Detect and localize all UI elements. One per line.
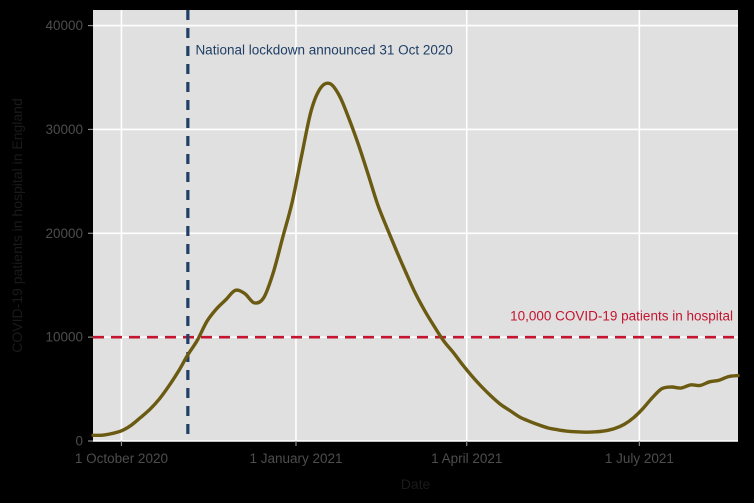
y-tick-label: 40000 — [45, 18, 83, 33]
plot-panel-background — [93, 10, 738, 441]
gridlines — [93, 10, 738, 442]
hospital-patients-line — [91, 81, 740, 438]
y-tick-label: 10000 — [45, 330, 83, 345]
y-tick-label: 0 — [75, 434, 83, 449]
threshold-annotation-label: 10,000 COVID-19 patients in hospital — [510, 309, 733, 324]
y-tick-label: 30000 — [45, 122, 83, 137]
x-tick-label: 1 July 2021 — [605, 451, 674, 466]
y-axis-title: COVID-19 patients in hospital in England — [9, 98, 25, 352]
x-tick-label: 1 April 2021 — [431, 451, 502, 466]
x-axis-title: Date — [401, 476, 431, 492]
y-axis-tick-marks — [88, 24, 93, 442]
x-axis-tick-marks — [120, 441, 640, 446]
x-tick-label: 1 January 2021 — [249, 451, 342, 466]
y-tick-label: 20000 — [45, 226, 83, 241]
y-axis-tick-labels: 0 10000 20000 30000 40000 — [45, 18, 83, 448]
x-tick-label: 1 October 2020 — [75, 451, 168, 466]
x-axis-tick-labels: 1 October 2020 1 January 2021 1 April 2021… — [75, 451, 674, 466]
lockdown-annotation-label: National lockdown announced 31 Oct 2020 — [195, 43, 452, 58]
